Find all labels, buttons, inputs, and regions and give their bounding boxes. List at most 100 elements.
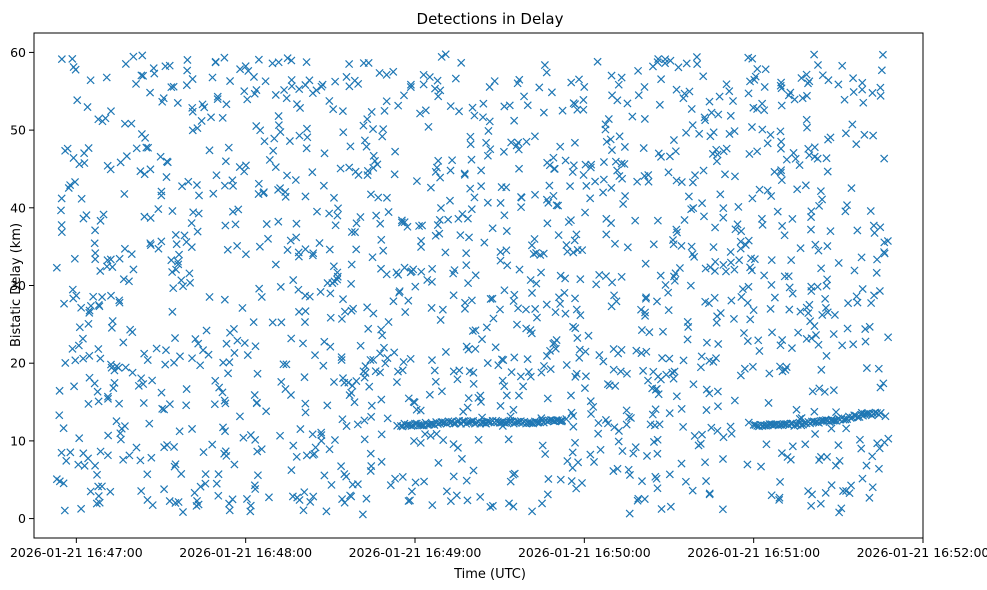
clutter-point — [360, 416, 369, 425]
clutter-point — [644, 170, 653, 180]
clutter-point — [728, 96, 738, 106]
clutter-point — [469, 368, 478, 377]
clutter-point — [159, 94, 168, 103]
clutter-point — [75, 160, 84, 169]
clutter-point — [188, 107, 197, 116]
clutter-point — [467, 296, 476, 305]
clutter-point — [486, 145, 495, 154]
clutter-point — [509, 470, 518, 479]
y-axis: 0 10 20 30 40 50 60 — [10, 45, 34, 526]
clutter-point — [382, 97, 391, 106]
clutter-point — [687, 205, 696, 214]
clutter-point — [806, 225, 815, 234]
clutter-point — [323, 401, 332, 410]
clutter-point — [705, 389, 714, 398]
clutter-point — [639, 366, 648, 375]
clutter-point — [865, 493, 874, 502]
clutter-point — [823, 242, 832, 251]
clutter-point — [712, 318, 721, 327]
clutter-point — [171, 230, 180, 239]
clutter-point — [92, 499, 101, 508]
clutter-point — [254, 55, 263, 64]
clutter-point — [399, 91, 409, 100]
clutter-point — [427, 277, 436, 286]
clutter-point — [569, 161, 578, 170]
clutter-point — [170, 442, 179, 451]
clutter-point — [325, 445, 334, 454]
track-point — [557, 417, 566, 426]
clutter-point — [233, 336, 242, 345]
clutter-point — [510, 290, 519, 299]
clutter-point — [173, 98, 182, 107]
clutter-point — [360, 373, 369, 382]
clutter-point — [301, 245, 310, 254]
clutter-point — [57, 448, 66, 457]
clutter-point — [561, 156, 570, 165]
clutter-point — [714, 110, 723, 119]
clutter-point — [745, 149, 754, 158]
clutter-point — [674, 63, 683, 72]
clutter-point — [462, 261, 471, 270]
clutter-point — [696, 363, 705, 372]
clutter-point — [858, 284, 867, 294]
track-point — [532, 418, 541, 427]
clutter-point — [589, 457, 599, 466]
clutter-point — [740, 364, 749, 373]
clutter-point — [593, 57, 602, 66]
clutter-point — [75, 323, 84, 332]
clutter-point — [705, 97, 714, 106]
clutter-point — [239, 433, 248, 442]
clutter-point — [411, 478, 420, 487]
clutter-point — [371, 367, 380, 376]
clutter-point — [120, 189, 129, 198]
clutter-point — [648, 410, 657, 419]
clutter-point — [636, 305, 646, 314]
clutter-point — [345, 59, 354, 69]
clutter-point — [823, 275, 832, 284]
clutter-point — [777, 101, 786, 110]
clutter-point — [70, 382, 79, 391]
clutter-point — [369, 309, 378, 318]
clutter-point — [834, 80, 843, 89]
clutter-point — [93, 387, 102, 396]
clutter-point — [633, 496, 642, 505]
clutter-point — [366, 190, 375, 199]
clutter-point — [108, 317, 117, 326]
clutter-point — [790, 95, 799, 104]
clutter-point — [811, 331, 821, 340]
clutter-point — [116, 158, 125, 167]
clutter-point — [132, 144, 141, 153]
clutter-point — [649, 437, 658, 446]
clutter-point — [510, 353, 519, 362]
clutter-point — [334, 204, 343, 213]
clutter-point — [861, 325, 870, 334]
clutter-point — [282, 360, 291, 369]
clutter-point — [835, 508, 844, 517]
clutter-point — [277, 377, 286, 386]
clutter-point — [461, 298, 470, 307]
clutter-point — [160, 405, 169, 414]
clutter-point — [829, 386, 838, 395]
clutter-point — [363, 171, 372, 180]
clutter-point — [502, 227, 511, 236]
clutter-point — [234, 205, 243, 214]
clutter-point — [369, 163, 378, 172]
clutter-point — [449, 269, 458, 278]
clutter-point — [196, 482, 205, 491]
clutter-point — [857, 253, 866, 262]
clutter-point — [625, 509, 634, 518]
clutter-point — [675, 263, 684, 273]
clutter-point — [596, 445, 605, 454]
clutter-point — [677, 241, 686, 250]
clutter-point — [738, 285, 747, 294]
clutter-point — [478, 335, 487, 344]
clutter-point — [154, 205, 163, 214]
clutter-point — [188, 75, 197, 84]
clutter-point — [521, 305, 531, 314]
clutter-point — [317, 436, 326, 445]
track-point — [555, 417, 564, 426]
clutter-point — [310, 449, 319, 458]
clutter-point — [589, 402, 598, 411]
clutter-point — [319, 361, 328, 370]
clutter-point — [353, 480, 362, 489]
